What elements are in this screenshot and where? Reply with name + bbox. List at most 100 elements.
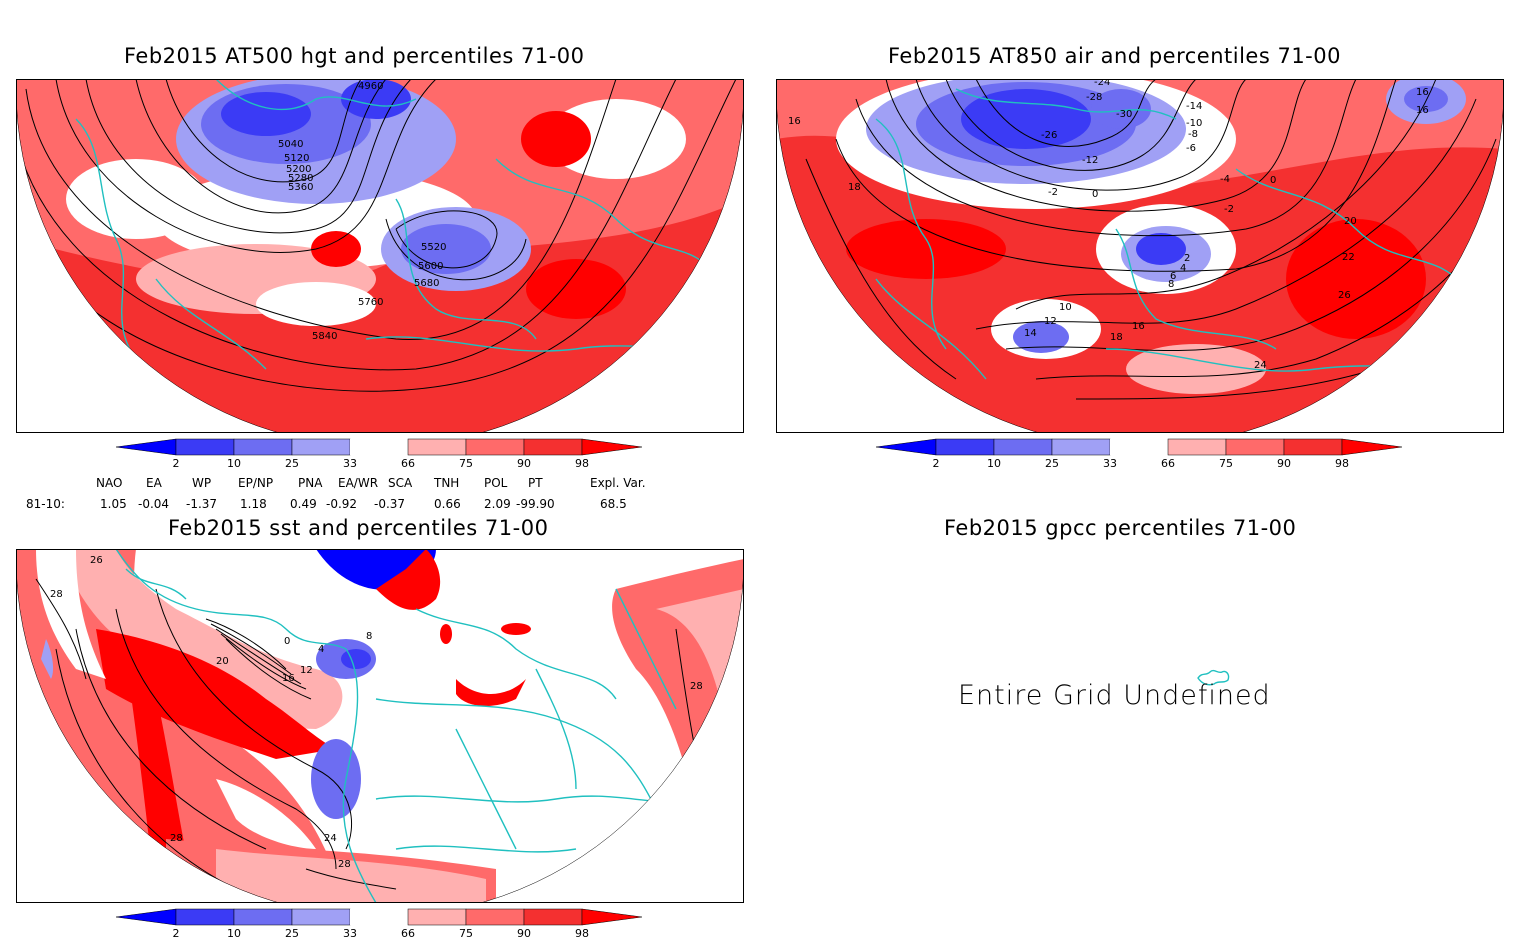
index-value: 1.18 [240,497,267,511]
contour-label: -28 [1086,92,1102,103]
colorbar-label: 10 [987,457,1001,470]
contour-label: 4 [318,644,324,655]
index-value: 2.09 [484,497,511,511]
colorbar-label: 75 [1219,457,1233,470]
colorbar-label: 90 [1277,457,1291,470]
contour-label: 5280 [288,173,313,184]
contour-label: 14 [1024,328,1037,339]
map-hgt500-svg: 4960 5040 5120 5200 5280 5360 5440 5520 … [16,79,744,433]
colorbar-label: 10 [227,457,241,470]
contour-label: 5200 [286,164,311,175]
contour-label: 5680 [414,278,439,289]
colorbar-label: 33 [343,457,357,470]
index-name: WP [192,476,212,490]
colorbar-label: 10 [227,927,241,940]
contour-label: -14 [1186,101,1202,112]
map-panel-sst: 26 28 0 4 8 12 16 20 24 28 28 28 [16,549,744,903]
colorbar-label: 25 [285,457,299,470]
colorbar-air850: 2 10 25 33 66 75 90 98 [875,438,1406,474]
colorbar-label: 2 [173,457,180,470]
contour-label: 5040 [278,139,303,150]
index-value: -0.37 [374,497,406,511]
index-name: EA [146,476,162,490]
index-value: -1.37 [186,497,218,511]
contour-label: -30 [1116,109,1132,120]
map-panel-air850: -24 -28 -26 -30 -14 -10 -8 -6 -4 -2 0 -1… [776,79,1504,433]
contour-label: -10 [1186,118,1202,129]
contour-label: -12 [1082,155,1098,166]
contour-label: 20 [216,656,229,667]
index-name: Expl. Var. [590,476,646,490]
index-value: -99.90 [516,497,555,511]
contour-label: 28 [338,859,351,870]
contour-label: 4960 [358,81,383,92]
contour-label: 0 [284,636,290,647]
contour-label: 16 [282,673,295,684]
contour-label: 20 [1344,216,1357,227]
panel-title-sst: Feb2015 sst and percentiles 71-00 [168,516,549,540]
panel-title-hgt500: Feb2015 AT500 hgt and percentiles 71-00 [124,44,585,68]
contour-label: 8 [366,631,372,642]
contour-label: 5120 [284,153,309,164]
map-panel-hgt500: 4960 5040 5120 5200 5280 5360 5440 5520 … [16,79,744,433]
colorbar-label: 33 [343,927,357,940]
undefined-grid-message: Entire Grid Undefined [958,680,1271,711]
panel-title-air850: Feb2015 AT850 air and percentiles 71-00 [888,44,1341,68]
panel-title-gpcc: Feb2015 gpcc percentiles 71-00 [944,516,1297,540]
colorbar-label: 90 [517,927,531,940]
index-name: EA/WR [338,476,379,490]
contour-label: 22 [1342,252,1355,263]
index-name: POL [484,476,508,490]
contour-label: 26 [1338,290,1351,301]
contour-label: 16 [788,116,801,127]
map-sst-svg: 26 28 0 4 8 12 16 20 24 28 28 28 [16,549,744,903]
colorbar-label: 2 [933,457,940,470]
contour-label: 5520 [421,242,446,253]
colorbar-label: 66 [401,457,415,470]
index-value: 0.66 [434,497,461,511]
contour-label: 28 [170,833,183,844]
index-value: -0.04 [138,497,170,511]
index-value: 0.49 [290,497,317,511]
colorbar-label: 98 [575,457,589,470]
colorbar-label: 66 [401,927,415,940]
contour-label: -2 [1048,187,1058,198]
index-row-label: 81-10: [26,497,65,511]
contour-label: 24 [1254,360,1267,371]
colorbar-label: 33 [1103,457,1117,470]
index-name: PT [528,476,543,490]
index-name: SCA [388,476,413,490]
index-name: PNA [298,476,323,490]
colorbar-label: 98 [1335,457,1349,470]
contour-label: -8 [1188,129,1198,140]
index-value: 68.5 [600,497,627,511]
contour-label: 16 [1132,321,1145,332]
contour-label: 4 [1180,263,1186,274]
contour-label: 5760 [358,297,383,308]
contour-label: -26 [1041,130,1057,141]
contour-label: 16 [1416,87,1429,98]
contour-label: 16 [1416,105,1429,116]
index-name: TNH [434,476,460,490]
colorbar-sst: 2 10 25 33 66 75 90 98 [115,908,646,944]
colorbar-label: 75 [459,457,473,470]
contour-label: -4 [1220,174,1230,185]
colorbar-label: 25 [1045,457,1059,470]
colorbar-label: 2 [173,927,180,940]
index-name: NAO [96,476,123,490]
contour-label: 6 [1170,271,1176,282]
contour-label: 18 [848,182,861,193]
island-outline-icon [1197,669,1230,686]
contour-label: -6 [1186,143,1196,154]
contour-label: 8 [1168,279,1174,290]
colorbar-label: 98 [575,927,589,940]
contour-label: 24 [324,833,337,844]
index-value: -0.92 [326,497,358,511]
contour-label: 28 [50,589,63,600]
colorbar-label: 90 [517,457,531,470]
contour-label: 18 [1110,332,1123,343]
contour-label: 12 [300,665,313,676]
contour-label: -2 [1224,204,1234,215]
contour-label: 2 [1184,253,1190,264]
map-air850-svg: -24 -28 -26 -30 -14 -10 -8 -6 -4 -2 0 -1… [776,79,1504,433]
